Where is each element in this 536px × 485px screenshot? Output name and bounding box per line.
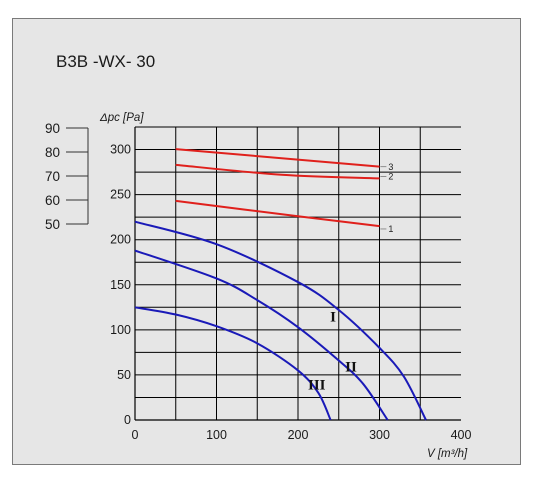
tick-layer: 0 100 200 300 400 0 50 100 150 200 250 300 [110, 143, 471, 442]
series-line-i [134, 220, 427, 421]
chart-panel [12, 18, 521, 465]
series-line-3 [175, 148, 380, 168]
x-tick-label: 0 [132, 428, 139, 442]
secondary-tick-label: 70 [45, 169, 60, 184]
y-tick-label: 100 [110, 323, 131, 337]
secondary-scale: 90 80 70 60 50 [45, 121, 89, 232]
chart-title: B3B -WX- 30 [56, 52, 155, 71]
series-label-i: I [330, 310, 336, 326]
x-tick-label: 400 [451, 428, 472, 442]
secondary-tick-label: 90 [45, 121, 60, 136]
series-label-ii: II [345, 359, 357, 375]
series-label-iii: III [308, 377, 326, 393]
x-tick-label: 300 [369, 428, 390, 442]
grid-layer [134, 126, 461, 421]
y-tick-label: 300 [110, 143, 131, 157]
secondary-tick-label: 80 [45, 145, 60, 160]
series-line-2 [175, 163, 380, 180]
x-axis-label: V [m³/h] [427, 448, 468, 460]
series-line-ii [134, 249, 389, 421]
series-label-3: 3 [388, 162, 393, 172]
series-label-1: 1 [388, 224, 393, 234]
curve-layer [134, 148, 427, 421]
x-tick-label: 200 [288, 428, 309, 442]
x-tick-label: 100 [206, 428, 227, 442]
series-line-iii [134, 306, 332, 421]
y-tick-label: 150 [110, 278, 131, 292]
y-tick-label: 50 [117, 368, 131, 382]
y-tick-label: 250 [110, 188, 131, 202]
secondary-tick-label: 50 [45, 217, 60, 232]
y-tick-label: 200 [110, 233, 131, 247]
y-tick-label: 0 [124, 413, 131, 427]
series-label-2: 2 [388, 172, 393, 182]
y-axis-label: Δpc [Pa] [99, 112, 144, 124]
secondary-tick-label: 60 [45, 193, 60, 208]
series-line-1 [175, 199, 380, 228]
